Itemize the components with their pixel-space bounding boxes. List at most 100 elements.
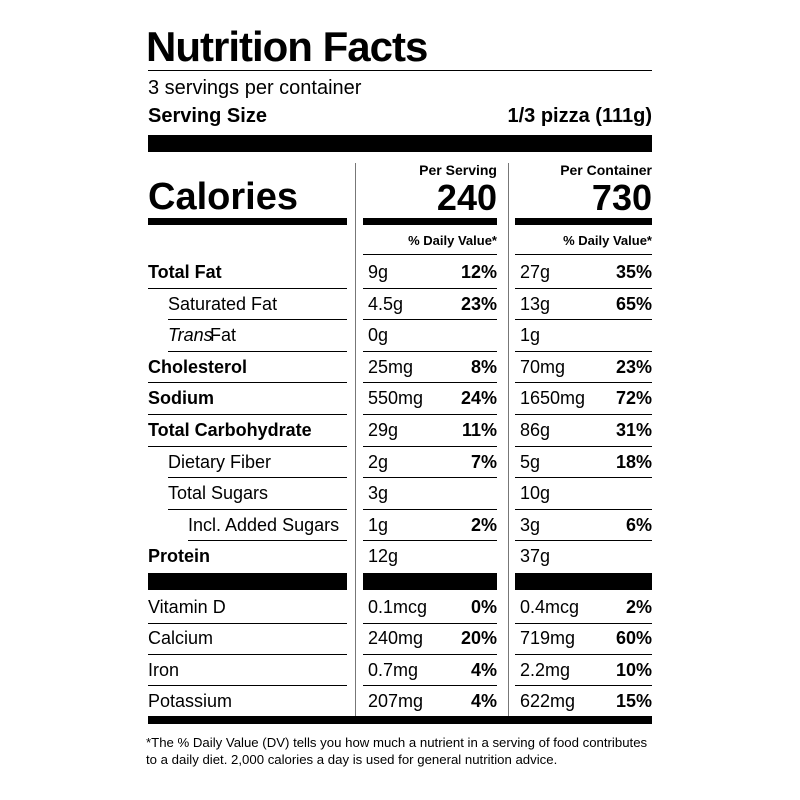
amount: 2g xyxy=(368,451,389,472)
rule xyxy=(515,254,652,255)
rule xyxy=(168,319,347,321)
rule xyxy=(148,622,347,624)
per-container-label: Per Container xyxy=(560,161,652,178)
rule xyxy=(363,653,497,655)
rule xyxy=(363,254,497,255)
rule xyxy=(168,350,347,352)
rule xyxy=(515,413,652,415)
rule xyxy=(363,413,497,415)
servings: 3 servings per container xyxy=(148,77,362,99)
rule xyxy=(515,653,652,655)
thick-rule xyxy=(148,218,347,225)
rule xyxy=(515,445,652,447)
nutrient-label: Total Fat xyxy=(148,262,222,282)
rule xyxy=(363,382,497,384)
amount: 25mg xyxy=(368,356,414,377)
rule xyxy=(148,685,347,687)
daily-value: 31% xyxy=(615,420,652,440)
daily-value: 24% xyxy=(460,388,497,409)
amount: 3g xyxy=(520,514,541,535)
divider xyxy=(508,163,509,716)
rule xyxy=(515,287,652,289)
thick-bar xyxy=(148,716,652,724)
serving-size-label: Serving Size xyxy=(148,105,267,127)
daily-value: 10% xyxy=(615,659,652,680)
daily-value: 2% xyxy=(625,597,652,617)
rule xyxy=(168,508,347,510)
dv-label: % Daily Value* xyxy=(563,232,652,248)
nutrient-label: Protein xyxy=(148,546,211,567)
rule xyxy=(363,685,497,687)
rule xyxy=(515,622,652,624)
rule xyxy=(148,445,347,447)
daily-value: 4% xyxy=(470,690,497,711)
rule xyxy=(363,445,497,447)
nutrient-label: Sodium xyxy=(148,388,214,409)
per-serving-label: Per Serving xyxy=(419,161,497,178)
amount: 1g xyxy=(520,325,541,346)
daily-value: 4% xyxy=(470,659,497,680)
daily-value: 12% xyxy=(460,262,497,282)
amount: 10g xyxy=(520,483,551,504)
amount: 0.7mg xyxy=(368,659,419,680)
rule xyxy=(363,477,497,479)
amount: 550mg xyxy=(368,388,424,409)
vitamin-label: Vitamin D xyxy=(148,597,226,617)
amount: 12g xyxy=(368,546,399,567)
nutrient-label: Fat xyxy=(210,325,237,346)
rule xyxy=(515,508,652,510)
amount: 0.4mcg xyxy=(520,597,580,617)
rule xyxy=(148,70,652,71)
rule xyxy=(515,540,652,542)
daily-value: 2% xyxy=(470,514,497,535)
rule xyxy=(148,382,347,384)
amount: 5g xyxy=(520,451,541,472)
divider xyxy=(355,163,356,716)
rule xyxy=(148,287,347,289)
vitamin-label: Iron xyxy=(148,659,180,680)
amount: 37g xyxy=(520,546,551,567)
daily-value: 0% xyxy=(470,597,497,617)
amount: 9g xyxy=(368,262,389,282)
amount: 29g xyxy=(368,420,399,440)
amount: 0.1mcg xyxy=(368,597,428,617)
rule xyxy=(363,319,497,321)
nutrient-label: Cholesterol xyxy=(148,356,248,377)
rule xyxy=(363,622,497,624)
amount: 207mg xyxy=(368,690,424,711)
thick-bar xyxy=(148,135,652,152)
amount: 2.2mg xyxy=(520,659,571,680)
amount: 1650mg xyxy=(520,388,586,409)
amount: 13g xyxy=(520,293,551,314)
per-container-calories: 730 xyxy=(591,176,652,218)
daily-value: 23% xyxy=(615,356,652,377)
rule xyxy=(363,508,497,510)
calories-label: Calories xyxy=(148,176,298,218)
vitamin-label: Potassium xyxy=(148,690,233,711)
rule xyxy=(188,540,347,542)
rule xyxy=(148,653,347,655)
thick-bar xyxy=(515,573,652,590)
daily-value: 11% xyxy=(461,420,497,440)
amount: 622mg xyxy=(520,690,576,711)
thick-bar xyxy=(148,573,347,590)
daily-value: 6% xyxy=(625,514,652,535)
dv-label: % Daily Value* xyxy=(408,232,497,248)
daily-value: 60% xyxy=(615,628,652,649)
rule xyxy=(515,477,652,479)
rule xyxy=(515,685,652,687)
nutrient-label: Total Sugars xyxy=(168,483,269,504)
rule xyxy=(363,540,497,542)
daily-value: 23% xyxy=(460,293,497,314)
daily-value: 15% xyxy=(615,690,652,711)
amount: 1g xyxy=(368,514,389,535)
footnote: *The % Daily Value (DV) tells you how mu… xyxy=(146,735,648,750)
nutrient-label: Incl. Added Sugars xyxy=(188,514,340,535)
daily-value: 18% xyxy=(615,451,652,472)
per-serving-calories: 240 xyxy=(436,176,497,218)
daily-value: 7% xyxy=(470,451,497,472)
nutrient-label: Dietary Fiber xyxy=(168,451,272,472)
footnote: to a daily diet. 2,000 calories a day is… xyxy=(146,752,558,767)
amount: 4.5g xyxy=(368,293,404,314)
amount: 70mg xyxy=(520,356,566,377)
